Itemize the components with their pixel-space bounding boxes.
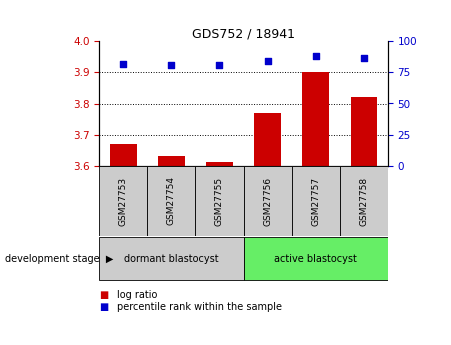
Bar: [110, 144, 137, 166]
FancyBboxPatch shape: [195, 166, 244, 236]
Text: GSM27754: GSM27754: [167, 176, 176, 226]
FancyBboxPatch shape: [340, 166, 388, 236]
FancyBboxPatch shape: [244, 166, 292, 236]
Point: [360, 55, 368, 60]
Text: GSM27756: GSM27756: [263, 176, 272, 226]
Text: GSM27757: GSM27757: [311, 176, 320, 226]
Title: GDS752 / 18941: GDS752 / 18941: [192, 27, 295, 40]
FancyBboxPatch shape: [147, 166, 195, 236]
Text: dormant blastocyst: dormant blastocyst: [124, 254, 219, 264]
Text: GSM27755: GSM27755: [215, 176, 224, 226]
Text: GSM27758: GSM27758: [359, 176, 368, 226]
Text: GSM27753: GSM27753: [119, 176, 128, 226]
Point: [264, 59, 271, 64]
FancyBboxPatch shape: [292, 166, 340, 236]
FancyBboxPatch shape: [99, 166, 147, 236]
Point: [120, 61, 127, 67]
Text: development stage  ▶: development stage ▶: [5, 254, 113, 264]
Bar: [254, 113, 281, 166]
Point: [216, 62, 223, 68]
Bar: [350, 97, 377, 166]
Point: [168, 62, 175, 68]
Bar: [158, 156, 184, 166]
Point: [312, 53, 319, 59]
Text: active blastocyst: active blastocyst: [274, 254, 357, 264]
Bar: [303, 72, 329, 166]
Bar: [206, 162, 233, 166]
Text: ■: ■: [99, 302, 109, 312]
FancyBboxPatch shape: [99, 237, 244, 280]
FancyBboxPatch shape: [244, 237, 388, 280]
Text: percentile rank within the sample: percentile rank within the sample: [117, 302, 282, 312]
Text: ■: ■: [99, 290, 109, 300]
Text: log ratio: log ratio: [117, 290, 158, 300]
